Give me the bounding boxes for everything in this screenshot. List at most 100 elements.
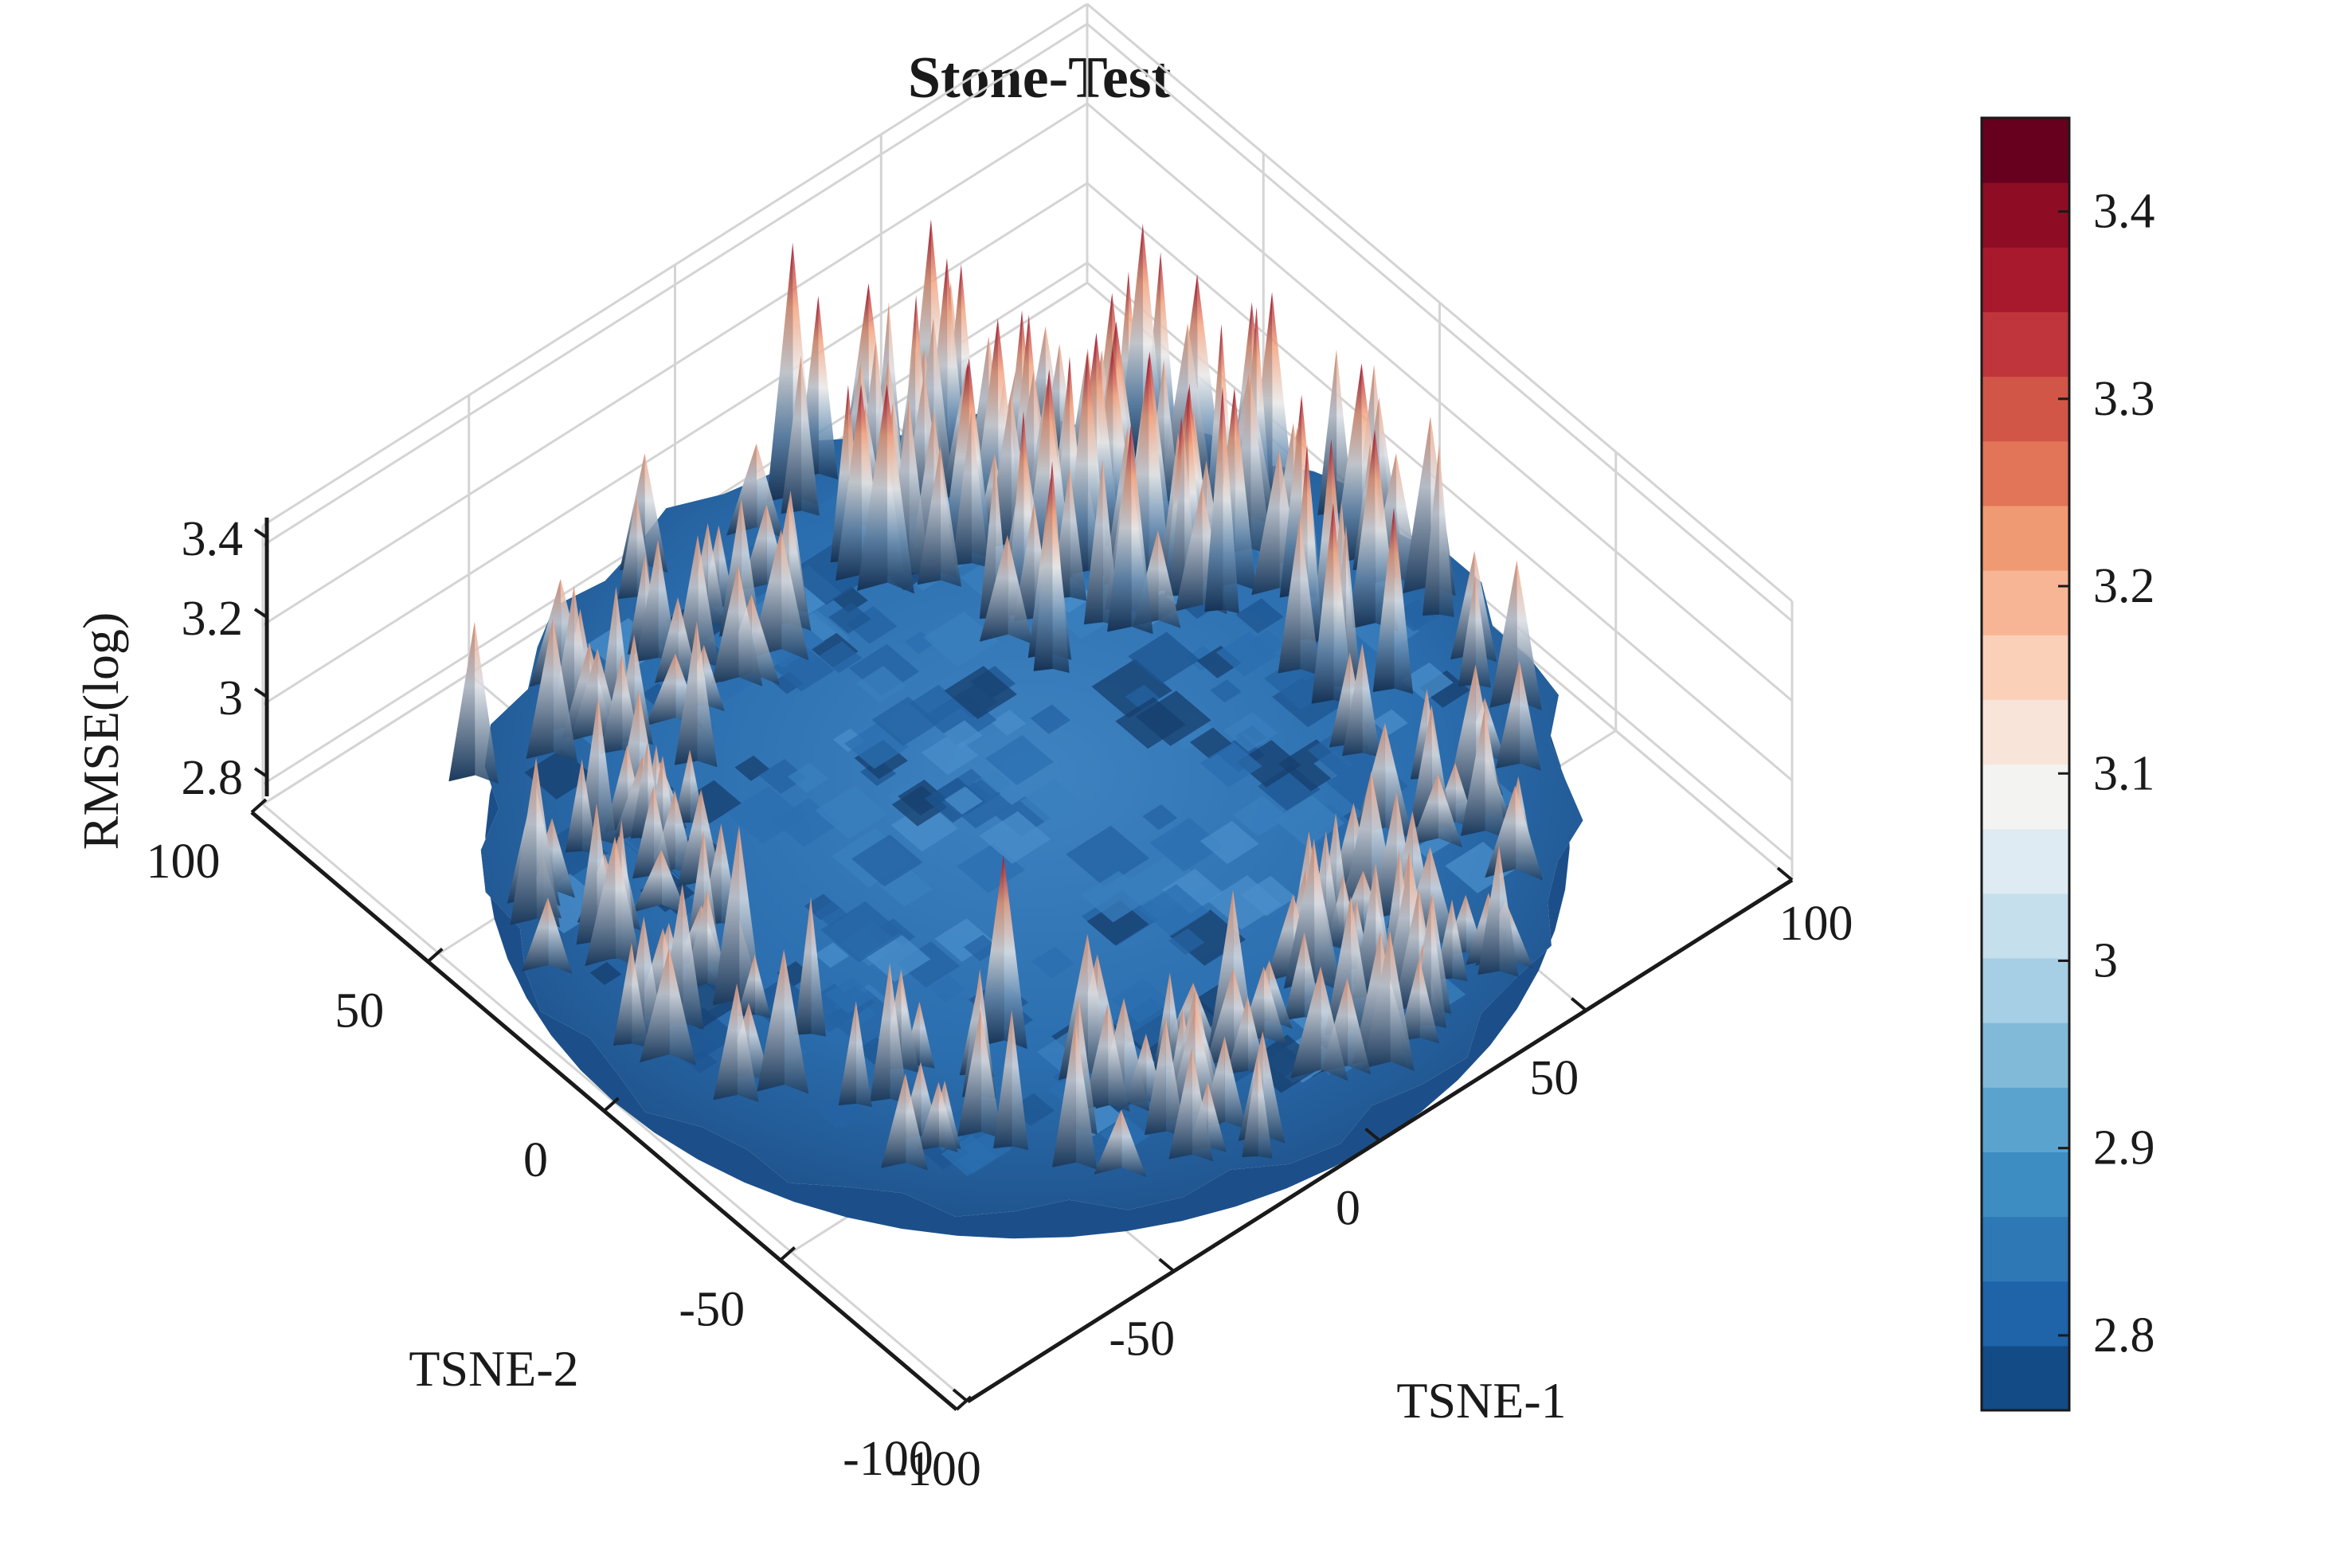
surface-peak	[909, 400, 930, 579]
surface-peak-shadow	[613, 942, 632, 1046]
surface-peak-shadow	[757, 948, 785, 1092]
surface-patch	[923, 611, 1000, 667]
surface-peak-shadow	[1107, 424, 1132, 632]
x-tick	[1776, 866, 1794, 882]
surface-peak	[585, 836, 616, 967]
surface-peak-shadow	[645, 653, 676, 726]
surface-peak	[621, 655, 642, 757]
surface-peak	[1300, 516, 1321, 676]
y-tick	[779, 1246, 796, 1261]
surface-peak-shadow	[1168, 435, 1185, 596]
surface-patch	[1207, 875, 1282, 930]
surface-peak-shadow	[632, 785, 655, 879]
surface-peak-shadow	[711, 565, 739, 684]
x-tick	[1570, 997, 1587, 1012]
surface-peak	[855, 1000, 872, 1108]
surface-peak	[781, 529, 809, 661]
surface-peak	[1195, 1007, 1222, 1125]
surface-peak	[597, 697, 617, 845]
surface-peak	[838, 1000, 857, 1105]
surface-peak	[1345, 524, 1361, 689]
surface-patch	[851, 834, 923, 887]
surface-peak	[1004, 854, 1027, 1050]
surface-peak-shadow	[1423, 445, 1440, 616]
y-tick	[426, 948, 444, 963]
surface-peak	[690, 749, 705, 825]
surface-peak-shadow	[628, 553, 646, 655]
y-tick-label: 100	[147, 835, 221, 889]
surface-peak	[640, 948, 670, 1063]
surface-peak-shadow	[713, 983, 738, 1101]
surface-peak	[569, 648, 598, 741]
surface-peak	[1347, 978, 1372, 1075]
surface-peak	[938, 1081, 958, 1152]
surface-peak	[794, 897, 812, 1035]
surface-patch	[804, 893, 840, 921]
colorbar-segment	[1982, 764, 2069, 830]
surface-peak-shadow	[838, 1000, 857, 1105]
surface-peak	[1372, 507, 1395, 692]
surface-peak	[1175, 485, 1203, 612]
surface-patch	[815, 785, 888, 839]
surface-peak	[677, 788, 702, 887]
surface-peak	[800, 355, 820, 516]
surface-peak	[1348, 429, 1376, 629]
surface-peak	[749, 1003, 771, 1082]
surface-peak-shadow	[510, 757, 537, 925]
surface-peak	[980, 1009, 1003, 1140]
surface-peak	[1263, 966, 1287, 1046]
z-tick	[253, 687, 268, 698]
surface-peak-shadow	[1363, 930, 1391, 1069]
z-tick	[253, 528, 268, 539]
surface-patch	[944, 666, 1017, 719]
surface-patch	[1199, 820, 1259, 864]
surface-peak-shadow	[766, 242, 793, 502]
surface-patch	[1168, 928, 1205, 955]
colorbar-segment	[1982, 635, 2069, 700]
surface-peak-shadow	[1329, 652, 1351, 748]
surface-peak	[977, 854, 1004, 1047]
surface-patch	[1115, 697, 1186, 749]
surface-patch	[1419, 670, 1470, 708]
surface-peak	[617, 495, 637, 600]
surface-peak	[1012, 1009, 1029, 1151]
colorbar-segment	[1982, 505, 2069, 571]
surface-peak	[1332, 363, 1363, 565]
surface-peak	[857, 384, 888, 591]
surface-peak-shadow	[1290, 966, 1321, 1078]
surface-peak	[979, 460, 996, 619]
surface-peak-shadow	[640, 948, 670, 1063]
surface-patch	[871, 696, 940, 746]
surface-peak	[1419, 958, 1439, 1044]
surface-peak-shadow	[1311, 502, 1334, 704]
surface-patch	[1232, 796, 1289, 837]
surface-peak-shadow	[1094, 1109, 1122, 1175]
colorbar-segment	[1982, 699, 2069, 765]
z-tick	[253, 767, 268, 778]
colorbar-tick-label: 3.4	[2093, 185, 2155, 239]
surface-peak	[630, 741, 648, 839]
surface-peak	[1325, 831, 1343, 949]
surface-peak	[1204, 387, 1223, 612]
surface-peak	[1461, 708, 1485, 836]
surface-patch	[1372, 709, 1408, 736]
surface-patch	[589, 962, 622, 985]
surface-peak	[1165, 1017, 1185, 1137]
surface-peak	[1107, 1003, 1130, 1112]
surface-peak	[1477, 845, 1500, 976]
surface-peak	[1363, 930, 1391, 1069]
surface-peak-shadow	[979, 460, 996, 619]
z-axis-ticks: 2.8 3 3.2 3.4	[182, 512, 268, 805]
surface-peak-shadow	[617, 495, 637, 600]
surface-peak	[658, 539, 679, 664]
surface-peak	[1168, 435, 1185, 596]
surface-patch	[1137, 884, 1209, 936]
surface-patch	[855, 666, 907, 703]
surface-peak-shadow	[1348, 429, 1376, 629]
surface-peak	[1083, 459, 1103, 625]
colorbar-segment	[1982, 247, 2069, 313]
surface-peak-shadow	[636, 539, 659, 662]
surface-peak	[707, 522, 727, 628]
surface-peak-shadow	[1458, 575, 1476, 686]
